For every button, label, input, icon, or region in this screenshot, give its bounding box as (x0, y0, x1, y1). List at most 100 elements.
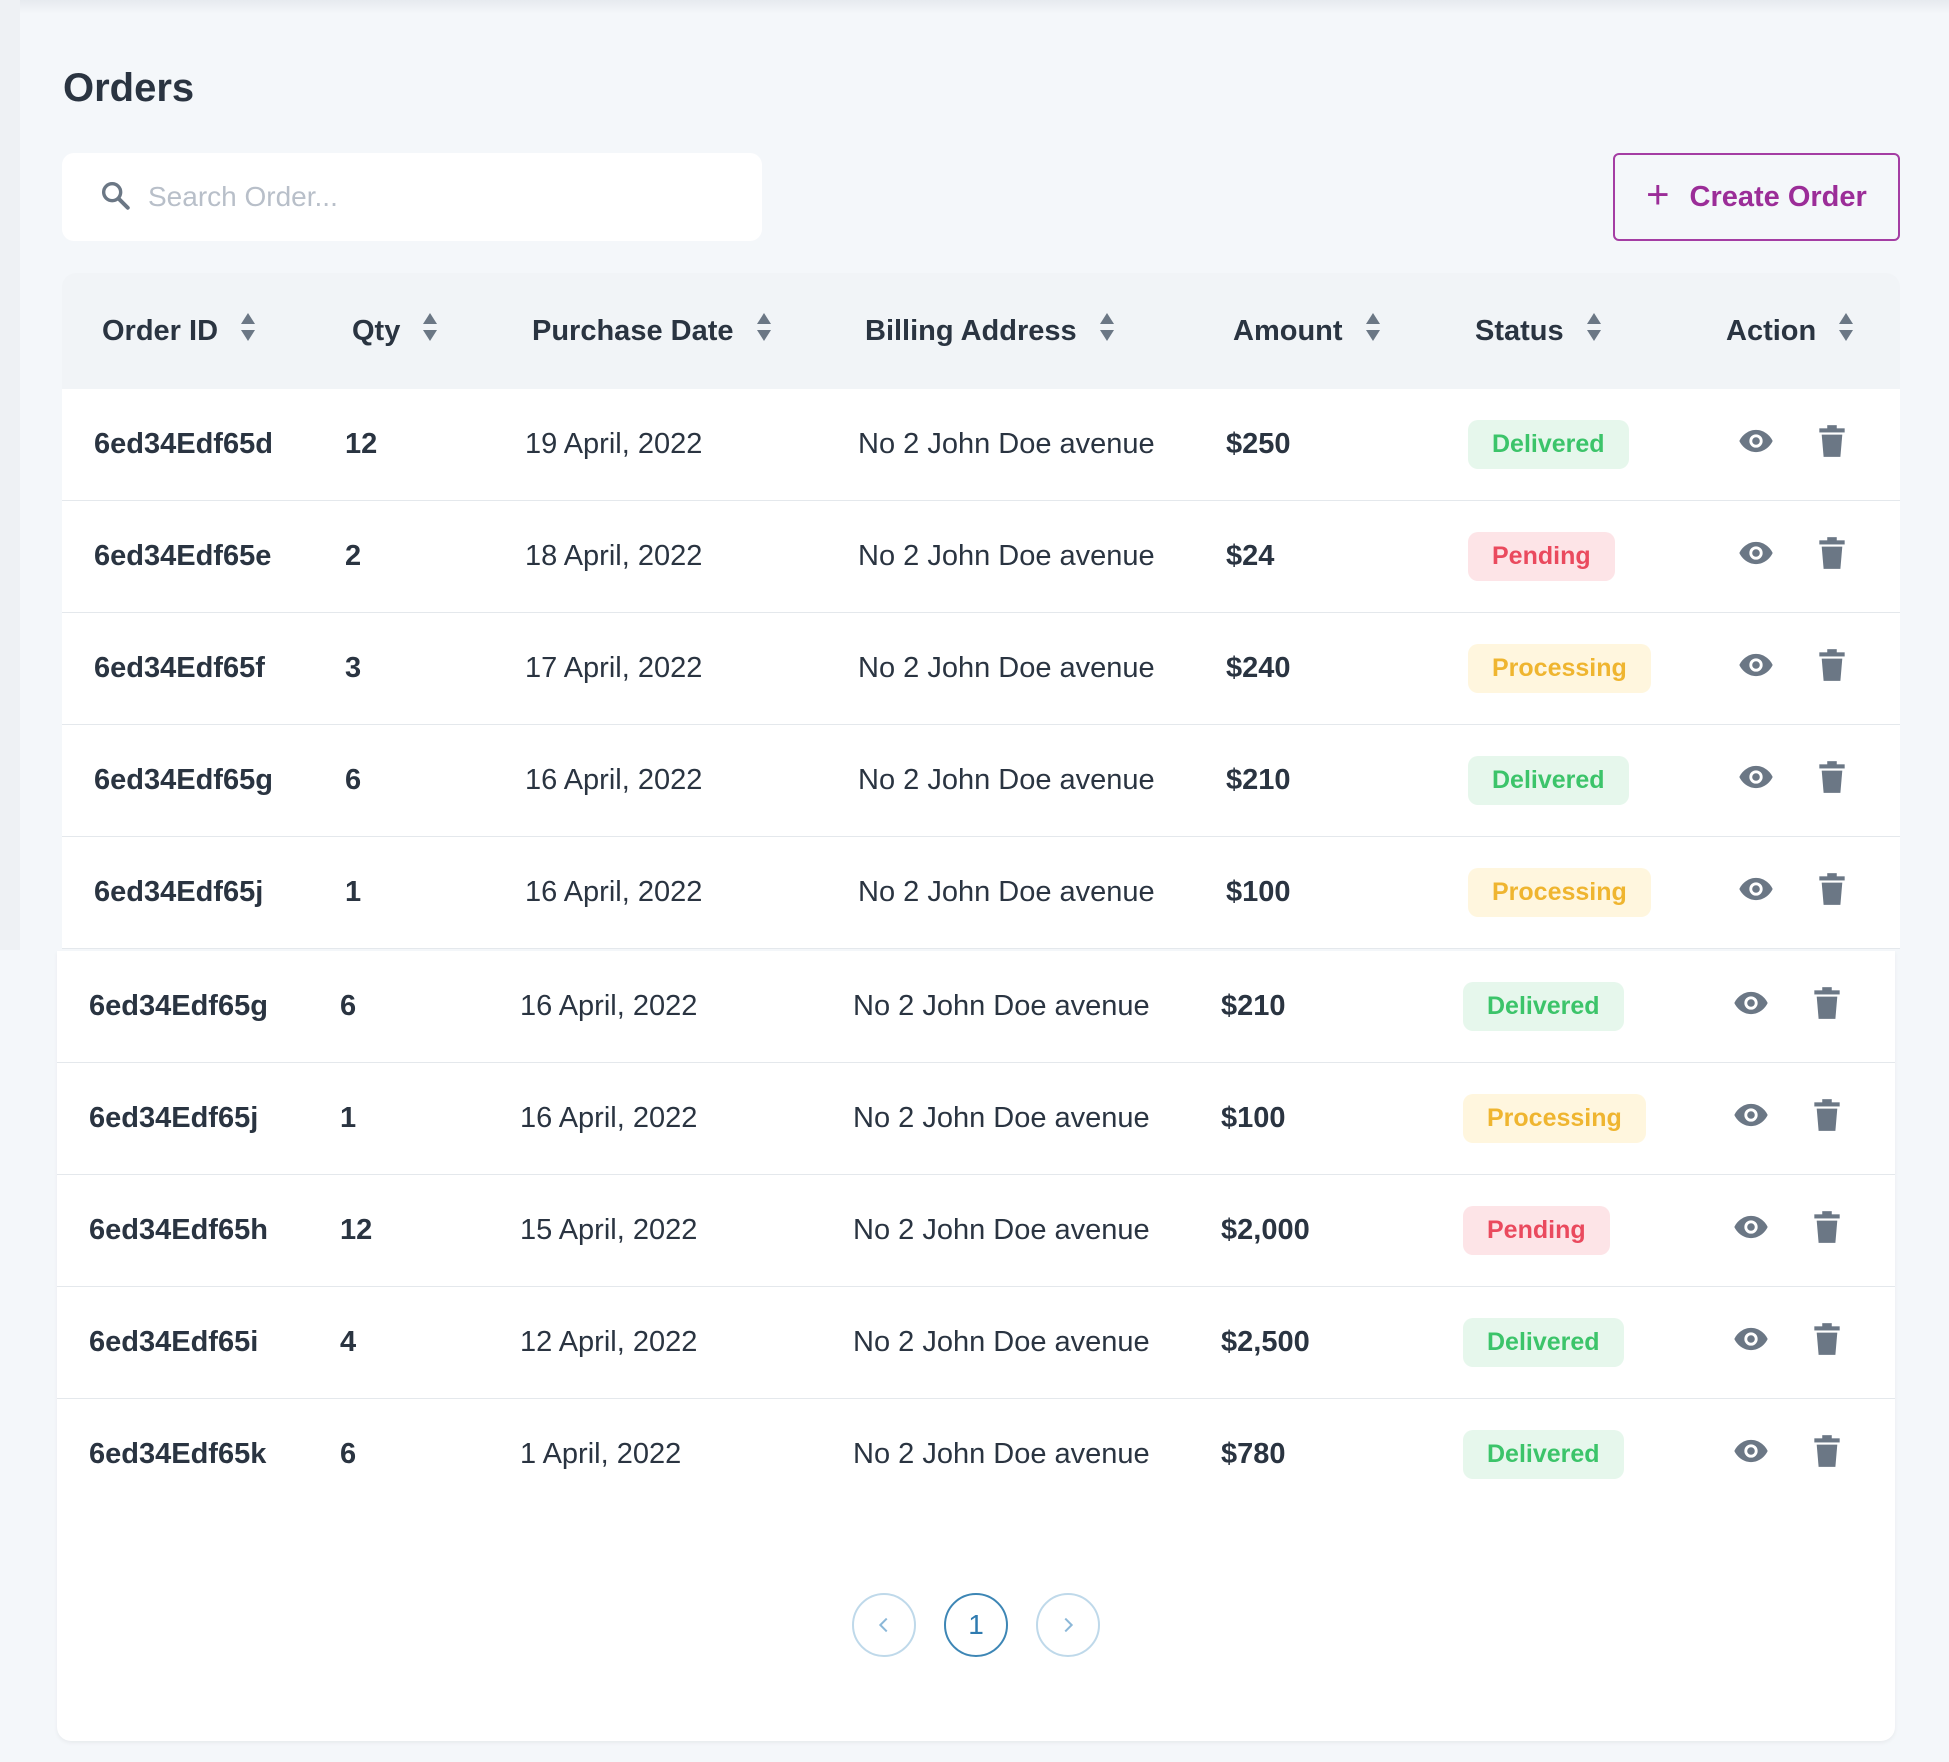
sidebar-edge (0, 0, 20, 950)
eye-icon[interactable] (1732, 1432, 1770, 1478)
action-cell (1732, 1287, 1846, 1398)
eye-icon[interactable] (1737, 534, 1775, 580)
chevron-left-icon (878, 1617, 888, 1633)
table-header: Order ID Qty Purchase Date Billing Address A… (62, 273, 1900, 389)
table-row[interactable]: 6ed34Edf65i 4 12 April, 2022 No 2 John Doe … (57, 1287, 1895, 1399)
table-row[interactable]: 6ed34Edf65d 12 19 April, 2022 No 2 John Doe… (62, 389, 1900, 501)
action-cell (1737, 389, 1851, 500)
order-id-cell: 6ed34Edf65j (89, 1102, 259, 1134)
action-cell (1732, 951, 1846, 1062)
qty-cell: 6 (340, 1438, 357, 1470)
table-row[interactable]: 6ed34Edf65k 6 1 April, 2022 No 2 John Doe a… (57, 1399, 1895, 1511)
col-billing-address-header[interactable]: Billing Address (865, 273, 1115, 389)
col-order-id-header[interactable]: Order ID (102, 273, 256, 389)
action-cell (1732, 1399, 1846, 1510)
status-cell: Pending (1468, 501, 1615, 612)
col-qty-header[interactable]: Qty (352, 273, 438, 389)
column-header-label: Qty (352, 314, 401, 347)
status-cell: Delivered (1468, 725, 1629, 836)
billing-address-cell: No 2 John Doe avenue (858, 428, 1155, 460)
status-cell: Delivered (1463, 1287, 1624, 1398)
status-badge: Delivered (1463, 1430, 1624, 1479)
trash-icon[interactable] (1813, 534, 1851, 580)
top-bar-shadow (20, 0, 1949, 14)
eye-icon[interactable] (1737, 422, 1775, 468)
sort-icon[interactable] (756, 312, 772, 350)
purchase-date-cell: 15 April, 2022 (520, 1214, 698, 1246)
trash-icon[interactable] (1813, 870, 1851, 916)
purchase-date-cell: 18 April, 2022 (525, 540, 703, 572)
column-header-label: Billing Address (865, 314, 1077, 347)
trash-icon[interactable] (1813, 646, 1851, 692)
create-order-button[interactable]: + Create Order (1613, 153, 1900, 241)
prev-page-button[interactable] (852, 1593, 916, 1657)
orders-table-continued: 6ed34Edf65g 6 16 April, 2022 No 2 John Doe … (57, 951, 1895, 1741)
page-number-button[interactable]: 1 (944, 1593, 1008, 1657)
table-row[interactable]: 6ed34Edf65g 6 16 April, 2022 No 2 John Doe … (57, 951, 1895, 1063)
eye-icon[interactable] (1737, 870, 1775, 916)
col-purchase-date-header[interactable]: Purchase Date (532, 273, 772, 389)
purchase-date-cell: 17 April, 2022 (525, 652, 703, 684)
col-amount-header[interactable]: Amount (1233, 273, 1381, 389)
status-badge: Delivered (1463, 982, 1624, 1031)
column-header-label: Order ID (102, 314, 219, 347)
order-id-cell: 6ed34Edf65g (89, 990, 268, 1022)
sort-icon[interactable] (240, 312, 256, 350)
table-row[interactable]: 6ed34Edf65g 6 16 April, 2022 No 2 John Doe … (62, 725, 1900, 837)
eye-icon[interactable] (1737, 758, 1775, 804)
table-row[interactable]: 6ed34Edf65h 12 15 April, 2022 No 2 John Doe… (57, 1175, 1895, 1287)
table-row[interactable]: 6ed34Edf65j 1 16 April, 2022 No 2 John Doe … (62, 837, 1900, 949)
amount-cell: $240 (1226, 652, 1291, 684)
eye-icon[interactable] (1732, 1208, 1770, 1254)
trash-icon[interactable] (1808, 1432, 1846, 1478)
trash-icon[interactable] (1808, 1208, 1846, 1254)
create-order-label: Create Order (1689, 180, 1867, 213)
trash-icon[interactable] (1813, 758, 1851, 804)
qty-cell: 1 (340, 1102, 357, 1134)
status-cell: Delivered (1463, 1399, 1624, 1510)
next-page-button[interactable] (1036, 1593, 1100, 1657)
table-row[interactable]: 6ed34Edf65f 3 17 April, 2022 No 2 John Doe … (62, 613, 1900, 725)
order-id-cell: 6ed34Edf65d (94, 428, 273, 460)
purchase-date-cell: 19 April, 2022 (525, 428, 703, 460)
sort-icon[interactable] (1838, 312, 1854, 350)
status-badge: Processing (1468, 868, 1651, 917)
billing-address-cell: No 2 John Doe avenue (853, 1438, 1150, 1470)
order-id-cell: 6ed34Edf65h (89, 1214, 268, 1246)
orders-table: Order ID Qty Purchase Date Billing Address A… (62, 273, 1900, 951)
amount-cell: $210 (1226, 764, 1291, 796)
trash-icon[interactable] (1808, 984, 1846, 1030)
eye-icon[interactable] (1732, 984, 1770, 1030)
eye-icon[interactable] (1737, 646, 1775, 692)
trash-icon[interactable] (1813, 422, 1851, 468)
col-status-header[interactable]: Status (1475, 273, 1602, 389)
order-id-cell: 6ed34Edf65k (89, 1438, 267, 1470)
billing-address-cell: No 2 John Doe avenue (858, 764, 1155, 796)
sort-icon[interactable] (1365, 312, 1381, 350)
table-row[interactable]: 6ed34Edf65e 2 18 April, 2022 No 2 John Doe … (62, 501, 1900, 613)
purchase-date-cell: 16 April, 2022 (520, 1102, 698, 1134)
amount-cell: $210 (1221, 990, 1286, 1022)
col-action-header[interactable]: Action (1726, 273, 1854, 389)
sort-icon[interactable] (1099, 312, 1115, 350)
search-box[interactable] (62, 153, 762, 241)
amount-cell: $2,500 (1221, 1326, 1310, 1358)
trash-icon[interactable] (1808, 1320, 1846, 1366)
order-id-cell: 6ed34Edf65f (94, 652, 265, 684)
eye-icon[interactable] (1732, 1096, 1770, 1142)
action-cell (1737, 501, 1851, 612)
search-input[interactable] (148, 181, 708, 213)
eye-icon[interactable] (1732, 1320, 1770, 1366)
status-cell: Processing (1463, 1063, 1646, 1174)
order-id-cell: 6ed34Edf65e (94, 540, 272, 572)
chevron-right-icon (1064, 1617, 1074, 1633)
table-row[interactable]: 6ed34Edf65j 1 16 April, 2022 No 2 John Doe … (57, 1063, 1895, 1175)
trash-icon[interactable] (1808, 1096, 1846, 1142)
billing-address-cell: No 2 John Doe avenue (858, 540, 1155, 572)
status-cell: Processing (1468, 613, 1651, 724)
search-icon (98, 178, 132, 217)
sort-icon[interactable] (1586, 312, 1602, 350)
sort-icon[interactable] (422, 312, 438, 350)
status-badge: Pending (1468, 532, 1615, 581)
purchase-date-cell: 16 April, 2022 (525, 764, 703, 796)
